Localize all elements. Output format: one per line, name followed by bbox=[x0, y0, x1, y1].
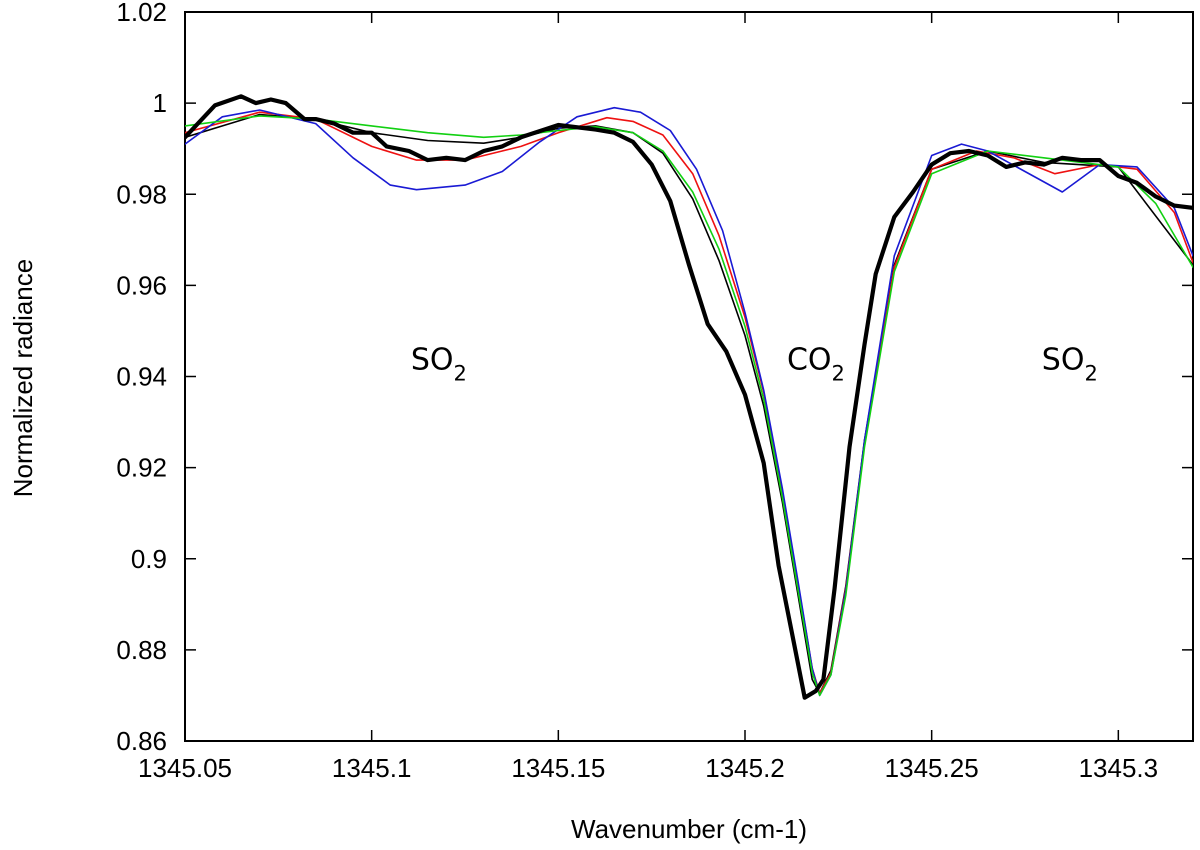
x-tick-label: 1345.25 bbox=[885, 753, 979, 783]
annotation-label: SO2 bbox=[411, 343, 467, 386]
x-axis-title: Wavenumber (cm-1) bbox=[571, 814, 807, 844]
annotation-base: SO bbox=[1042, 343, 1085, 378]
series-line-2 bbox=[185, 111, 1193, 695]
y-axis-title: Normalized radiance bbox=[8, 259, 38, 497]
x-tick-label: 1345.05 bbox=[138, 753, 232, 783]
annotations-layer: SO2 CO2 SO2 bbox=[411, 343, 1098, 386]
annotation-subscript: 2 bbox=[832, 362, 845, 386]
series-line-3 bbox=[185, 106, 1193, 697]
y-tick-label: 0.9 bbox=[131, 544, 167, 574]
y-axis-ticks: 0.86 0.88 0.9 0.92 0.94 0.96 0.98 1 1.02 bbox=[116, 0, 1193, 756]
annotation-subscript: 2 bbox=[454, 362, 467, 386]
series-layer bbox=[185, 94, 1193, 700]
series-line-1 bbox=[185, 113, 1193, 695]
y-tick-label: 0.88 bbox=[116, 635, 167, 665]
y-tick-label: 0.92 bbox=[116, 453, 167, 483]
annotation-base: CO bbox=[787, 343, 832, 378]
y-tick-label: 0.86 bbox=[116, 726, 167, 756]
y-tick-label: 1.02 bbox=[116, 0, 167, 27]
x-tick-label: 1345.2 bbox=[705, 753, 785, 783]
y-tick-label: 0.98 bbox=[116, 179, 167, 209]
x-tick-label: 1345.1 bbox=[332, 753, 412, 783]
y-tick-label: 1 bbox=[153, 88, 167, 118]
x-tick-label: 1345.15 bbox=[511, 753, 605, 783]
annotation-label: SO2 bbox=[1042, 343, 1098, 386]
annotation-label: CO2 bbox=[787, 343, 845, 386]
annotation-base: SO bbox=[411, 343, 454, 378]
y-tick-label: 0.96 bbox=[116, 270, 167, 300]
x-axis-ticks: 1345.05 1345.1 1345.15 1345.2 1345.25 1345.3 bbox=[138, 12, 1158, 783]
y-tick-label: 0.94 bbox=[116, 362, 167, 392]
series-line-4 bbox=[185, 115, 1193, 697]
x-tick-label: 1345.3 bbox=[1079, 753, 1159, 783]
annotation-subscript: 2 bbox=[1084, 362, 1097, 386]
series-line-5 bbox=[185, 94, 1193, 700]
